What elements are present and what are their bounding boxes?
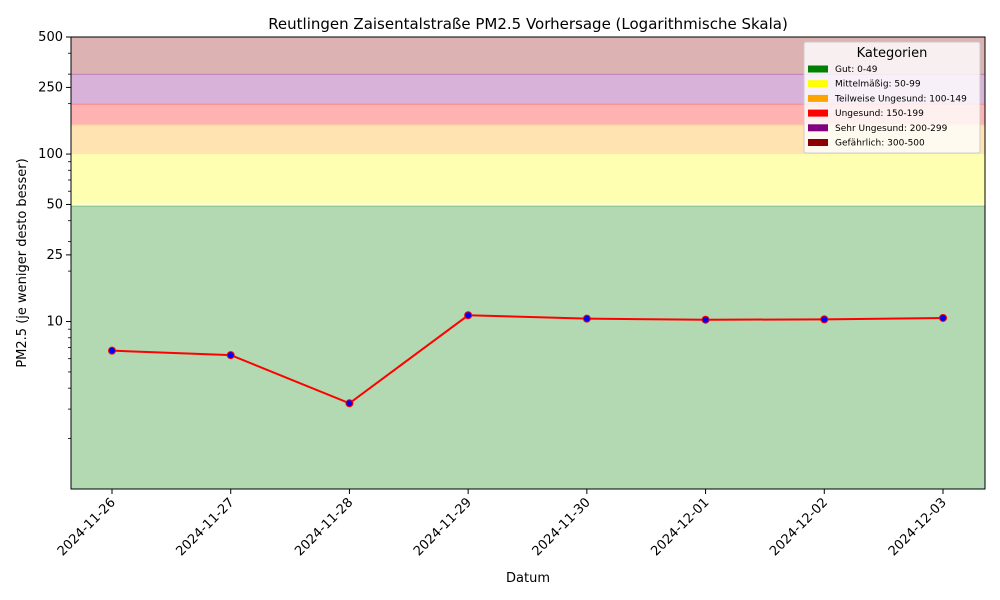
category-band-3 — [71, 104, 985, 125]
x-tick-label: 2024-12-03 — [886, 495, 950, 559]
x-tick-label: 2024-12-02 — [767, 495, 831, 559]
legend-entries: Gut: 0-49 Mittelmäßig: 50-99 Teilweise Ung… — [808, 65, 967, 149]
series-layer — [108, 311, 947, 408]
legend-swatch — [808, 139, 828, 146]
category-band-0 — [71, 205, 985, 489]
data-point — [108, 346, 116, 355]
data-point — [464, 311, 473, 320]
x-tick-label: 2024-11-27 — [174, 495, 238, 559]
x-axis-label: Datum — [506, 571, 550, 586]
x-tick-label: 2024-11-30 — [530, 495, 594, 559]
legend-box — [803, 41, 981, 154]
y-axis-label: PM2.5 (je weniger desto besser) — [15, 158, 30, 367]
legend-label: Teilweise Ungesund: 100-149 — [834, 94, 967, 104]
legend-swatch — [808, 94, 828, 102]
data-point — [345, 399, 354, 408]
legend: Kategorien Gut: 0-49 Mittelmäßig: 50-99 Te… — [803, 41, 981, 154]
legend-label: Ungesund: 150-199 — [835, 109, 924, 119]
legend-swatch — [808, 80, 828, 88]
y-tick-label: 100 — [38, 147, 63, 162]
y-tick-label: 25 — [46, 248, 63, 263]
y-tick-label: 10 — [46, 315, 63, 330]
legend-title: Kategorien — [857, 46, 928, 61]
chart-title: Reutlingen Zaisentalstraße PM2.5 Vorhers… — [268, 15, 788, 33]
legend-label: Gefährlich: 300-500 — [835, 139, 925, 149]
category-band-1 — [71, 154, 985, 205]
legend-swatch — [808, 109, 828, 117]
y-tick-label: 250 — [38, 80, 63, 95]
x-tick-label: 2024-11-26 — [55, 495, 119, 559]
series-line — [111, 314, 944, 405]
legend-label: Mittelmäßig: 50-99 — [835, 80, 921, 90]
data-point — [582, 314, 591, 323]
y-tick-label: 500 — [38, 30, 63, 45]
data-point — [820, 315, 829, 324]
legend-label: Gut: 0-49 — [835, 65, 878, 75]
x-tick-label: 2024-12-01 — [648, 495, 712, 559]
data-point — [226, 351, 235, 360]
legend-swatch — [808, 124, 828, 132]
x-tick-label: 2024-11-29 — [411, 495, 475, 559]
data-point — [939, 313, 947, 322]
data-point — [701, 315, 710, 324]
legend-label: Sehr Ungesund: 200-299 — [835, 124, 948, 134]
legend-swatch — [808, 65, 828, 73]
y-tick-label: 50 — [46, 197, 63, 212]
x-tick-label: 2024-11-28 — [292, 495, 356, 559]
plot-frame — [70, 36, 986, 490]
